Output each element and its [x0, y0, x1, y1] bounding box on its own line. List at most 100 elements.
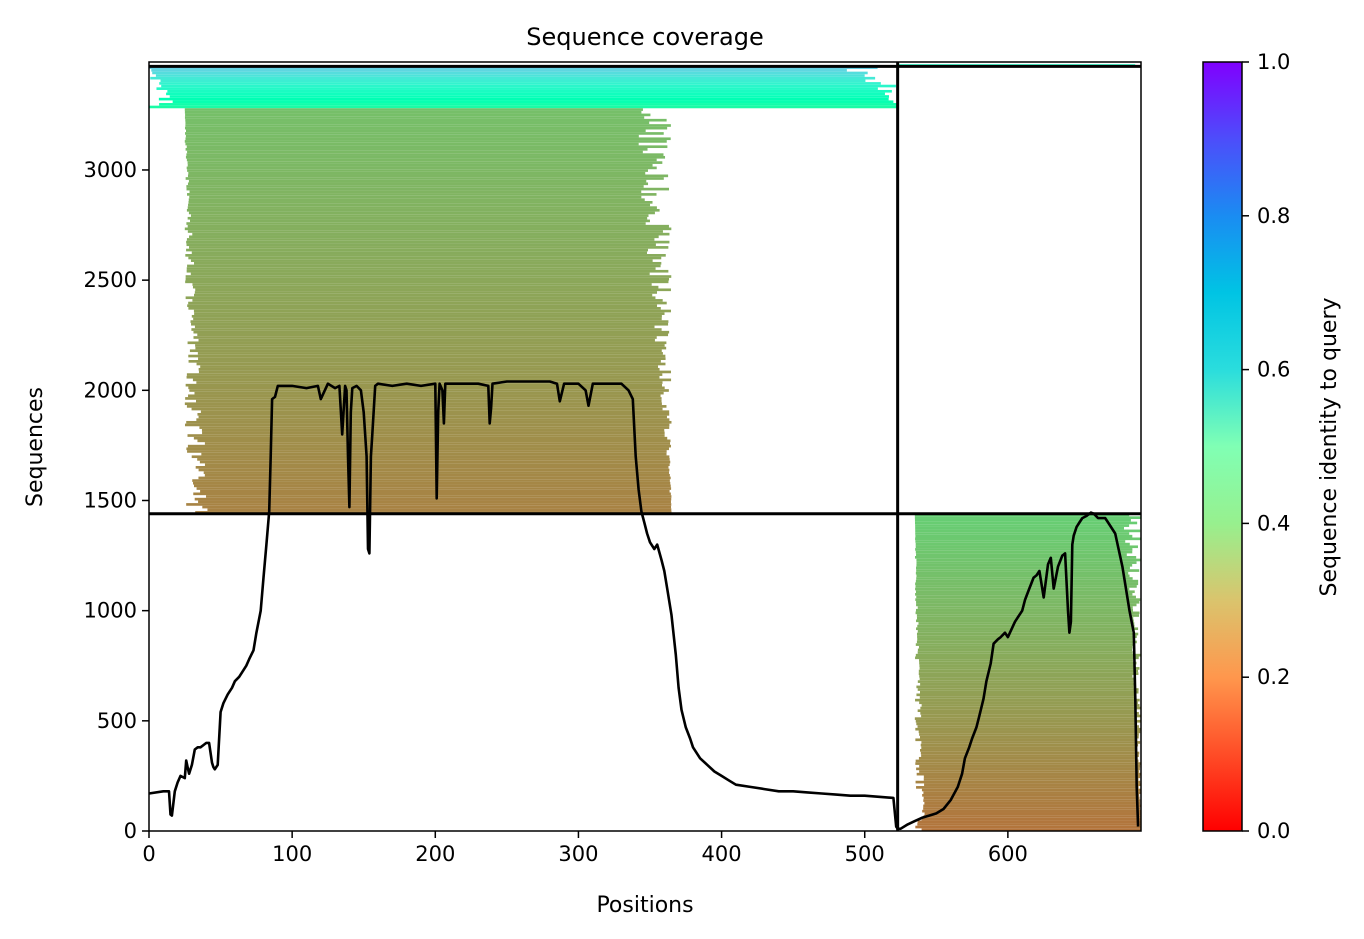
msa-row: [186, 166, 657, 170]
msa-row: [188, 211, 655, 215]
msa-row: [920, 749, 1137, 752]
msa-row: [919, 733, 1139, 736]
msa-row: [915, 598, 1141, 601]
msa-row: [918, 622, 1135, 625]
msa-row: [916, 693, 1135, 697]
msa-row: [917, 624, 1135, 628]
msa-row: [184, 116, 645, 119]
msa-row: [197, 413, 670, 416]
msa-row: [155, 74, 865, 77]
msa-row: [920, 690, 1139, 694]
msa-row: [193, 492, 671, 496]
msa-row: [187, 224, 669, 228]
msa-row: [915, 540, 1126, 543]
y-tick-label: 3000: [84, 158, 137, 182]
msa-row: [186, 248, 649, 252]
msa-row: [916, 786, 1139, 789]
colorbar-label: Sequence identity to query: [1317, 297, 1342, 596]
msa-row: [207, 508, 672, 512]
msa-row: [915, 643, 1136, 646]
msa-row: [188, 203, 651, 207]
msa-row: [186, 158, 657, 162]
msa-row: [186, 447, 669, 451]
msa-row: [915, 593, 1133, 596]
msa-row: [919, 661, 1137, 665]
msa-row: [915, 611, 1140, 615]
msa-row: [915, 545, 1138, 549]
msa-row: [185, 134, 639, 138]
msa-row: [187, 304, 658, 308]
msa-row: [200, 365, 659, 368]
msa-row: [198, 468, 670, 472]
msa-row: [921, 714, 1141, 718]
msa-row: [914, 717, 1136, 720]
msa-row: [193, 336, 657, 339]
y-tick-label: 0: [124, 819, 137, 843]
msa-row: [915, 548, 1133, 551]
y-axis: 0 500 1000 1500 2000 2500 3000: [84, 158, 149, 843]
msa-row: [921, 828, 1141, 831]
msa-row: [172, 100, 894, 104]
msa-row: [915, 585, 1137, 588]
msa-row: [151, 69, 847, 72]
msa-row: [916, 616, 1134, 620]
msa-row: [920, 712, 1139, 715]
msa-row: [917, 823, 1141, 826]
msa-row: [194, 391, 664, 395]
msa-row: [188, 171, 646, 175]
msa-row: [920, 751, 1140, 755]
msa-row: [919, 664, 1135, 668]
msa-row: [916, 558, 1141, 562]
msa-row: [186, 238, 655, 241]
msa-row: [919, 735, 1139, 739]
msa-row: [197, 352, 663, 355]
msa-row: [917, 630, 1133, 633]
msa-row: [915, 526, 1124, 530]
msa-row: [185, 124, 671, 127]
msa-row: [917, 635, 1137, 638]
y-tick-label: 1000: [84, 599, 137, 623]
msa-row: [921, 754, 1139, 757]
msa-row: [917, 651, 1133, 654]
msa-row: [186, 503, 672, 506]
msa-row: [915, 524, 1130, 527]
msa-row: [185, 113, 651, 117]
msa-row: [184, 126, 668, 130]
msa-row: [916, 685, 1134, 689]
msa-row: [914, 556, 1137, 559]
colorbar-tick-label: 0.4: [1257, 511, 1290, 535]
msa-row: [923, 804, 1141, 808]
msa-row: [192, 378, 672, 382]
msa-row: [187, 264, 661, 268]
msa-row: [195, 346, 667, 350]
x-axis-label: Positions: [596, 893, 693, 918]
msa-row: [198, 357, 666, 361]
msa-row: [897, 64, 1136, 66]
msa-row: [195, 466, 669, 469]
msa-row: [921, 817, 1141, 821]
x-tick-label: 0: [142, 842, 155, 866]
msa-row: [921, 746, 1137, 750]
msa-row: [189, 389, 669, 392]
y-tick-label: 1500: [84, 488, 137, 512]
msa-row: [193, 309, 671, 313]
msa-row: [916, 566, 1130, 570]
msa-row: [191, 455, 670, 459]
msa-row: [167, 89, 892, 93]
msa-row: [914, 518, 1131, 522]
msa-row: [192, 299, 663, 302]
msa-row: [915, 653, 1141, 657]
msa-row: [184, 108, 643, 111]
msa-row: [192, 232, 670, 236]
msa-row: [206, 495, 672, 498]
msa-row: [918, 645, 1133, 649]
msa-row: [185, 137, 671, 141]
msa-row: [918, 659, 1133, 662]
msa-row: [920, 682, 1136, 686]
msa-row: [187, 182, 649, 186]
msa-row: [149, 105, 898, 109]
msa-row: [188, 179, 647, 183]
msa-row: [915, 532, 1130, 535]
msa-row: [185, 397, 662, 400]
